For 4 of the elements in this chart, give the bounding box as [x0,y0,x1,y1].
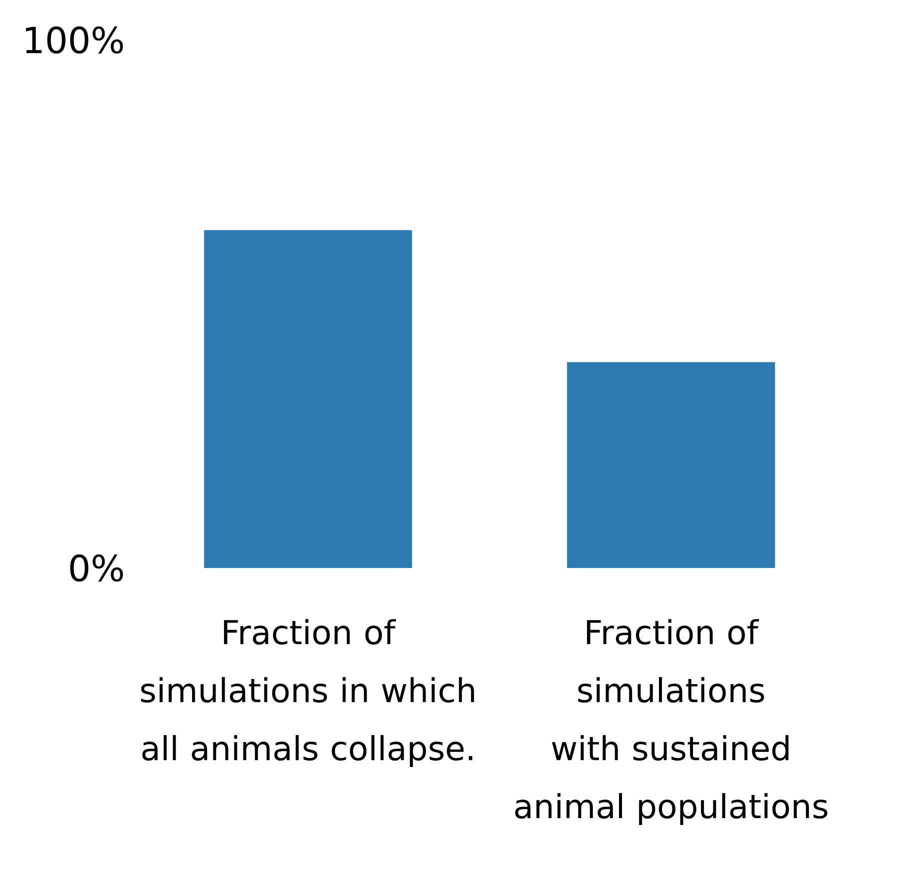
x-tick-label: Fraction of simulations with sustained animal populations [515,619,828,826]
y-tick-label: 100% [26,26,123,54]
x-tick-label: Fraction of simulations in which all animals collapse. [141,619,474,768]
y-tick-label: 0% [70,554,123,582]
